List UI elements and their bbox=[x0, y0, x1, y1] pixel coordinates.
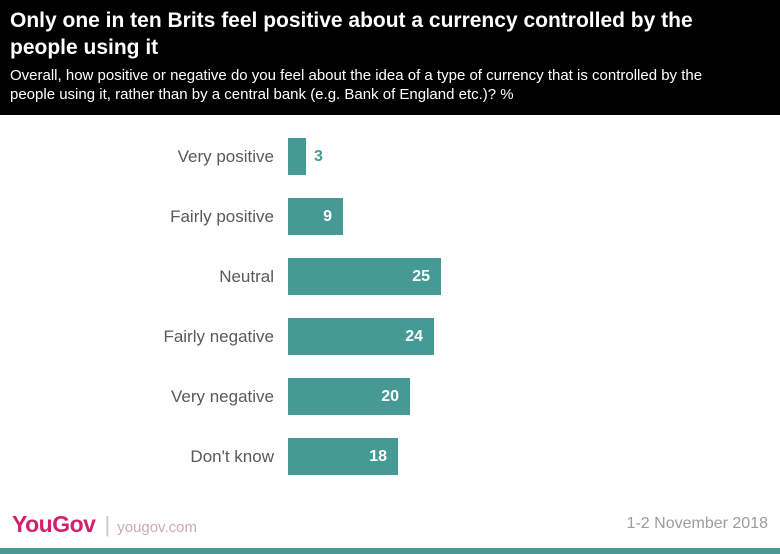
category-label: Don't know bbox=[190, 446, 274, 466]
logo-divider: | bbox=[104, 511, 111, 537]
bar-row: Don't know 18 bbox=[0, 427, 780, 487]
yougov-url: yougov.com bbox=[117, 518, 197, 536]
yougov-logo: YouGov bbox=[12, 510, 96, 537]
accent-strip bbox=[0, 548, 780, 554]
bar bbox=[288, 318, 434, 356]
bar-track: 25 bbox=[288, 258, 780, 296]
bar bbox=[288, 438, 398, 476]
branding: YouGov | yougov.com bbox=[12, 511, 197, 538]
bar bbox=[288, 138, 306, 176]
chart-footer: YouGov | yougov.com 1-2 November 2018 bbox=[0, 506, 780, 548]
value-label: 20 bbox=[381, 388, 399, 406]
bar bbox=[288, 378, 410, 416]
value-label: 25 bbox=[412, 268, 430, 286]
fieldwork-date: 1-2 November 2018 bbox=[626, 515, 768, 532]
bar-track: 20 bbox=[288, 378, 780, 416]
chart-header: Only one in ten Brits feel positive abou… bbox=[0, 0, 780, 115]
category-label: Very positive bbox=[177, 146, 274, 166]
bar-row: Fairly positive 9 bbox=[0, 187, 780, 247]
bar bbox=[288, 258, 441, 296]
bar-row: Very positive 3 bbox=[0, 127, 780, 187]
page-title: Only one in ten Brits feel positive abou… bbox=[10, 9, 693, 59]
value-label: 18 bbox=[369, 448, 387, 466]
category-label: Neutral bbox=[219, 266, 274, 286]
category-label: Very negative bbox=[170, 386, 274, 406]
bar-track: 18 bbox=[288, 438, 780, 476]
bar-track: 3 bbox=[288, 138, 780, 176]
bar-row: Neutral 25 bbox=[0, 247, 780, 307]
bar-row: Very negative 20 bbox=[0, 367, 780, 427]
category-label: Fairly positive bbox=[170, 206, 274, 226]
bar-track: 24 bbox=[288, 318, 780, 356]
bar bbox=[288, 198, 343, 236]
category-label: Fairly negative bbox=[163, 326, 274, 346]
bar-row: Fairly negative 24 bbox=[0, 307, 780, 367]
chart-subtitle: Overall, how positive or negative do you… bbox=[10, 66, 703, 104]
value-label: 9 bbox=[323, 208, 332, 226]
value-label: 24 bbox=[405, 328, 423, 346]
bar-track: 9 bbox=[288, 198, 780, 236]
value-label: 3 bbox=[314, 148, 323, 166]
bar-chart: Very positive 3 Fairly positive 9 Neutral 25 F… bbox=[0, 115, 780, 487]
